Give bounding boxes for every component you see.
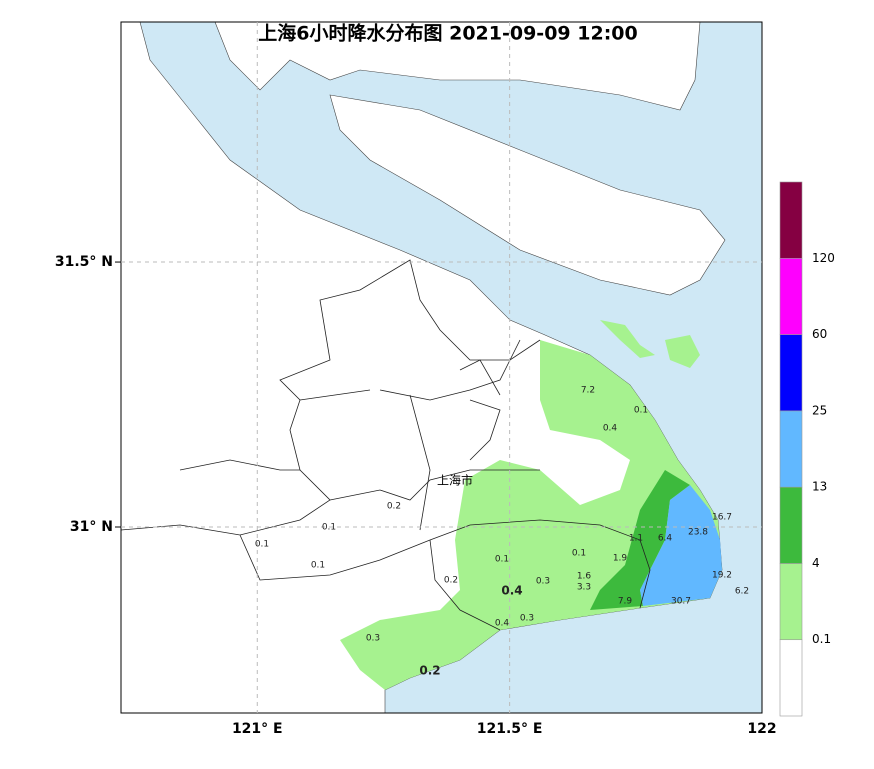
north-bank <box>214 21 701 111</box>
colorbar-label: 25 <box>812 403 827 417</box>
station-value: 0.1 <box>311 561 325 571</box>
rain-island <box>600 320 655 358</box>
station-value: 0.1 <box>495 555 509 565</box>
station-value: 3.3 <box>577 583 591 593</box>
station-value: 0.4 <box>501 584 522 598</box>
frame <box>120 21 763 714</box>
station-value: 19.2 <box>712 571 732 581</box>
station-value: 0.2 <box>444 576 458 586</box>
lat-tick-label: 31.5° N <box>55 254 113 270</box>
lat-tick-label: 31° N <box>70 519 113 535</box>
lon-tick-label: 122 <box>747 721 776 737</box>
station-value: 0.3 <box>536 577 550 587</box>
title: 上海6小时降水分布图 2021-09-09 12:00 <box>258 22 637 45</box>
station-value: 0.3 <box>366 634 380 644</box>
station-value: 7.2 <box>581 386 595 396</box>
chongming <box>329 94 726 296</box>
station-value: 0.2 <box>387 502 401 512</box>
colorbar-label: 120 <box>812 251 835 265</box>
station-value: 23.8 <box>688 528 708 538</box>
rain-13-25 <box>640 485 722 606</box>
lon-tick-label: 121° E <box>232 721 283 737</box>
station-value: 0.2 <box>419 664 440 678</box>
lon-tick-label: 121.5° E <box>477 721 543 737</box>
colorbar-box <box>779 334 803 412</box>
station-value: 0.1 <box>634 406 648 416</box>
station-value: 30.7 <box>671 597 691 607</box>
colorbar-box <box>779 410 803 488</box>
colorbar-label: 13 <box>812 480 827 494</box>
city-label: 上海市 <box>437 473 473 488</box>
station-value: 6.2 <box>735 587 749 597</box>
station-value: 6.4 <box>658 534 673 544</box>
colorbar-label: 60 <box>812 327 827 341</box>
station-value: 0.1 <box>572 549 586 559</box>
station-value: 0.3 <box>520 614 534 624</box>
station-value: 1.6 <box>577 572 592 582</box>
rain-island <box>665 335 700 368</box>
station-value: 0.1 <box>322 523 336 533</box>
station-value: 0.1 <box>255 540 269 550</box>
colorbar-box <box>779 563 803 641</box>
colorbar-label: 4 <box>812 556 820 570</box>
station-value: 0.4 <box>603 424 618 434</box>
colorbar-label: 0.1 <box>812 632 831 646</box>
colorbar-box <box>779 257 803 335</box>
colorbar-box <box>779 486 803 564</box>
station-value: 0.4 <box>495 619 510 629</box>
colorbar-box <box>779 181 803 259</box>
station-value: 16.7 <box>712 513 732 523</box>
station-value: 1.1 <box>629 534 643 544</box>
district-boundaries <box>120 259 651 631</box>
station-value: 7.9 <box>618 597 633 607</box>
station-value: 1.9 <box>613 554 628 564</box>
colorbar-box <box>779 639 803 717</box>
